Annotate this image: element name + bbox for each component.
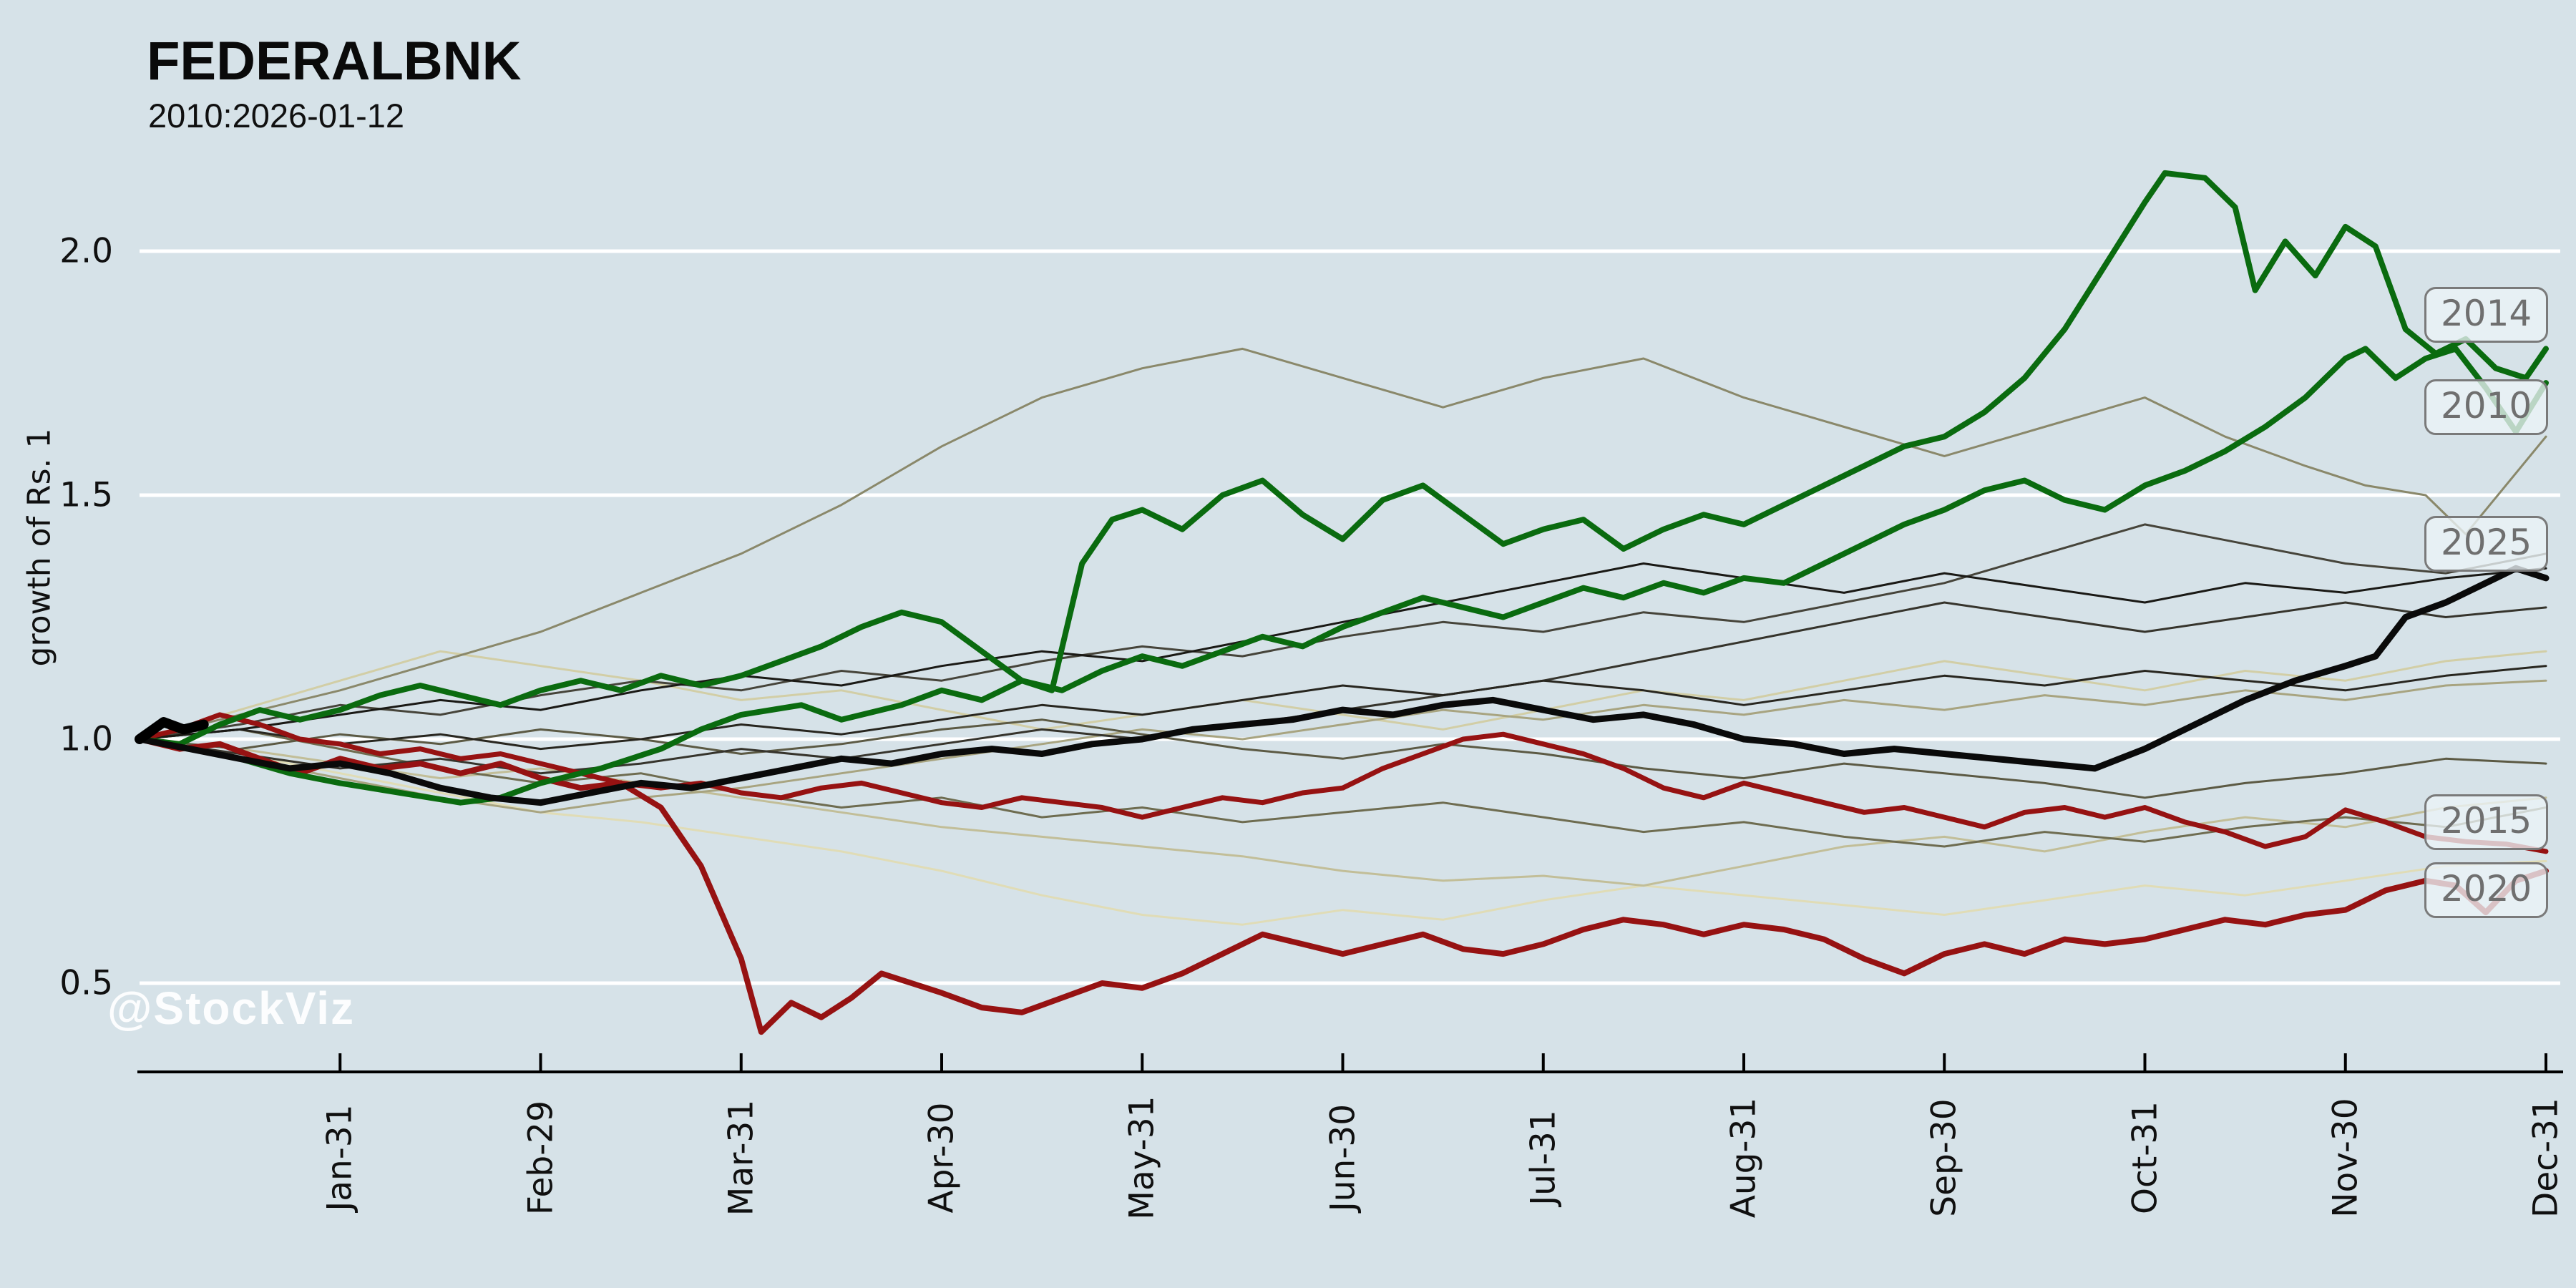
- y-tick-label-1.0: 1.0: [59, 719, 113, 759]
- year-label-2014: 2014: [2424, 286, 2549, 343]
- y-tick-label-0.5: 0.5: [59, 963, 113, 1003]
- x-tick-label-Jan-31: Jan-31: [320, 1104, 360, 1211]
- series-line-2025: [136, 565, 2550, 806]
- chart-subtitle: 2010:2026-01-12: [148, 97, 405, 135]
- stockviz-watermark: @StockViz: [107, 982, 355, 1034]
- series-line-2016: [138, 679, 2547, 814]
- gridlines: [140, 249, 2560, 985]
- x-tick-label-Aug-31: Aug-31: [1724, 1097, 1764, 1219]
- chart-title: FEDERALBNK: [147, 31, 522, 92]
- x-tick-label-Mar-31: Mar-31: [721, 1099, 761, 1216]
- x-tick-label-Oct-31: Oct-31: [2125, 1101, 2165, 1215]
- year-label-2020: 2020: [2424, 862, 2549, 919]
- x-tick-label-May-31: May-31: [1122, 1096, 1162, 1220]
- series-line-2020: [137, 736, 2549, 1035]
- series-line-2023: [138, 665, 2547, 751]
- x-tick-label-Sep-30: Sep-30: [1924, 1098, 1964, 1217]
- series-line-2026: [135, 717, 209, 744]
- year-label-2010: 2010: [2424, 379, 2549, 436]
- x-tick-label-Dec-31: Dec-31: [2526, 1098, 2566, 1218]
- series-lines: [135, 170, 2550, 1035]
- series-line-2013: [138, 738, 2547, 887]
- x-tick-label-Nov-30: Nov-30: [2326, 1098, 2366, 1218]
- series-line-2017: [138, 347, 2547, 741]
- year-label-2015: 2015: [2424, 794, 2549, 850]
- year-label-2025: 2025: [2424, 516, 2549, 572]
- y-tick-label-2.0: 2.0: [59, 231, 113, 271]
- series-line-2019: [138, 718, 2547, 799]
- series-line-2012: [138, 650, 2547, 741]
- series-line-2014: [137, 170, 2549, 806]
- y-axis-title: growth of Rs. 1: [21, 428, 58, 667]
- x-tick-label-Jun-30: Jun-30: [1323, 1103, 1362, 1212]
- x-tick-label-Jul-31: Jul-31: [1523, 1110, 1563, 1206]
- y-tick-label-1.5: 1.5: [59, 475, 113, 515]
- x-tick-label-Apr-30: Apr-30: [922, 1102, 962, 1214]
- series-line-2010: [137, 346, 2549, 747]
- x-axis: [137, 1053, 2563, 1073]
- series-line-2021: [138, 523, 2547, 741]
- series-line-2024: [138, 562, 2547, 741]
- series-line-2015: [137, 712, 2549, 854]
- x-tick-label-Feb-29: Feb-29: [521, 1101, 560, 1215]
